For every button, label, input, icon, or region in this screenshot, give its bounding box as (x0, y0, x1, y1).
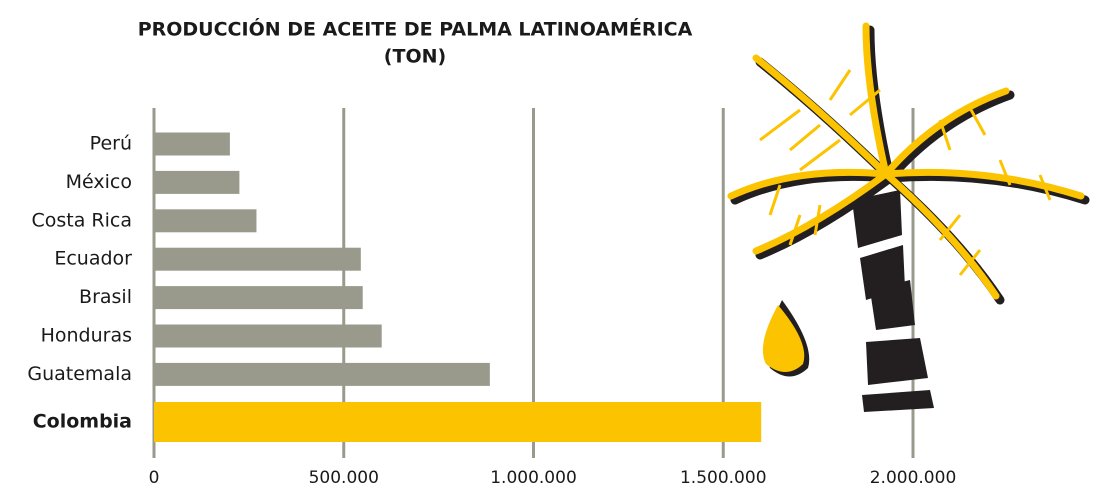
y-tick-label: Perú (90, 133, 132, 155)
bar (154, 248, 361, 271)
x-tick-label: 1.000.000 (490, 468, 577, 488)
chart-title: (TON) (384, 46, 446, 68)
y-tick-label: Costa Rica (32, 209, 133, 231)
y-tick-label: Brasil (79, 286, 132, 308)
bar (154, 363, 490, 386)
bar (154, 402, 761, 442)
y-tick-label: Ecuador (54, 248, 132, 270)
bar (154, 133, 230, 156)
y-tick-label: Honduras (41, 325, 132, 347)
palm-illustration (731, 26, 1085, 412)
bar (154, 171, 239, 194)
bar (154, 286, 363, 309)
y-tick-label: Colombia (33, 411, 132, 433)
bar (154, 325, 382, 348)
x-tick-label: 1.500.000 (680, 468, 767, 488)
x-tick-label: 500.000 (309, 468, 379, 488)
bar (154, 209, 256, 232)
y-tick-label: México (66, 171, 132, 193)
x-tick-label: 2.000.000 (870, 468, 957, 488)
y-tick-label: Guatemala (27, 363, 132, 385)
x-tick-label: 0 (149, 468, 160, 488)
chart-title: PRODUCCIÓN DE ACEITE DE PALMA LATINOAMÉR… (138, 17, 693, 41)
plot: 0 500.000 1.000.000 1.500.000 2.000.000 Perú M… (27, 133, 956, 489)
chart: PRODUCCIÓN DE ACEITE DE PALMA LATINOAMÉR… (0, 0, 1111, 491)
